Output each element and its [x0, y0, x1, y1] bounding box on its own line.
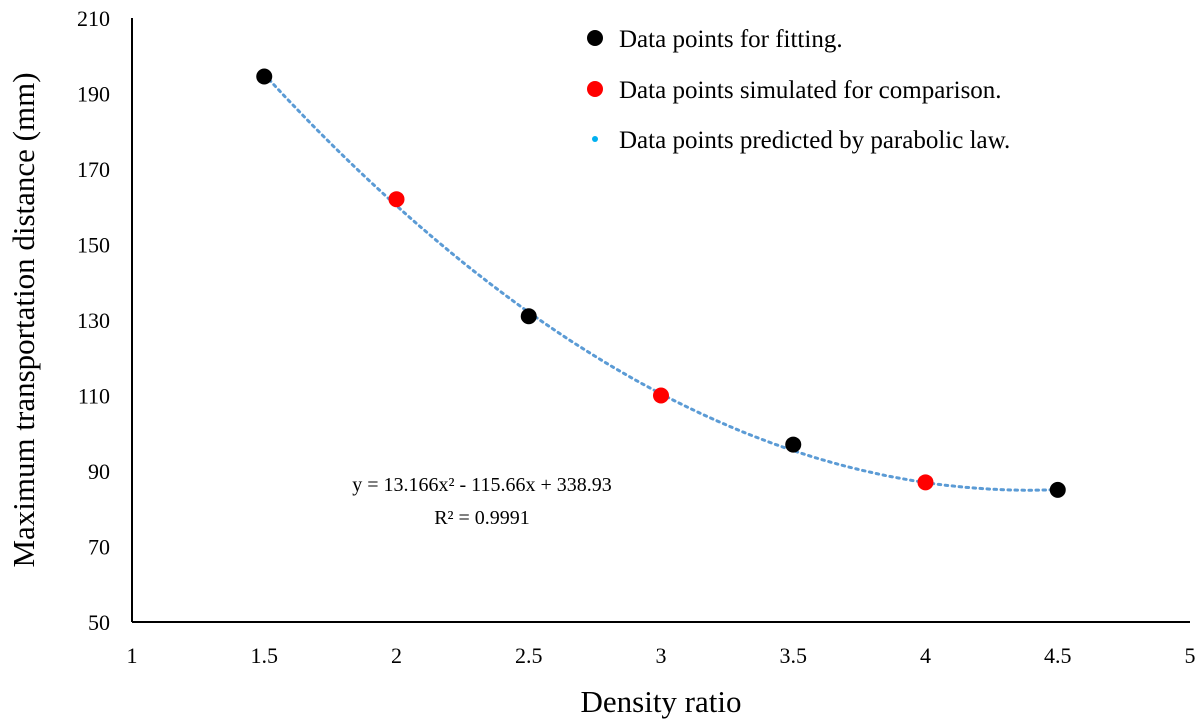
simulated-data-point [917, 474, 934, 491]
y-tick-label: 210 [77, 6, 110, 31]
legend-label-fitting: Data points for fitting. [619, 26, 843, 53]
fitting-data-point [256, 68, 273, 85]
x-tick-label: 2.5 [515, 643, 543, 668]
equation-label: y = 13.166x² - 115.66x + 338.93 [352, 474, 611, 496]
legend-label-predicted: Data points predicted by parabolic law. [619, 127, 1010, 154]
fitting-data-point [1049, 481, 1066, 498]
y-tick-label: 170 [77, 157, 110, 182]
legend-marker-fitting [587, 30, 603, 46]
simulated-data-point [388, 191, 405, 208]
y-tick-label: 50 [88, 610, 110, 635]
fitting-data-point [785, 436, 802, 453]
legend-label-simulated: Data points simulated for comparison. [619, 77, 1002, 104]
r-squared-label: R² = 0.9991 [434, 507, 530, 529]
x-tick-label: 1.5 [251, 643, 279, 668]
y-axis-title: Maximum transportation distance (mm) [6, 72, 41, 567]
axes [131, 18, 1190, 623]
legend-marker-predicted [592, 136, 598, 142]
x-tick-label: 2 [391, 643, 402, 668]
x-tick-labels: 1 1.5 2 2.5 3 3.5 4 4.5 5 [127, 643, 1196, 668]
y-tick-label: 70 [88, 535, 110, 560]
y-tick-label: 130 [77, 308, 110, 333]
legend-marker-simulated [587, 81, 603, 97]
x-tick-label: 4.5 [1044, 643, 1072, 668]
y-tick-label: 150 [77, 233, 110, 258]
x-tick-label: 4 [920, 643, 931, 668]
simulated-data-point [653, 387, 669, 404]
y-tick-label: 90 [88, 459, 110, 484]
x-tick-label: 5 [1185, 643, 1196, 668]
x-tick-label: 3.5 [780, 643, 808, 668]
fitting-data-point [520, 308, 537, 325]
y-tick-labels: 50 70 90 110 130 150 170 190 210 [77, 6, 110, 635]
data-points-layer [256, 68, 1066, 498]
x-axis-title: Density ratio [581, 684, 742, 719]
x-tick-label: 3 [656, 643, 667, 668]
y-tick-label: 110 [78, 384, 110, 409]
legend: Data points for fitting. Data points sim… [587, 26, 1010, 154]
x-tick-label: 1 [127, 643, 138, 668]
y-tick-label: 190 [77, 82, 110, 107]
